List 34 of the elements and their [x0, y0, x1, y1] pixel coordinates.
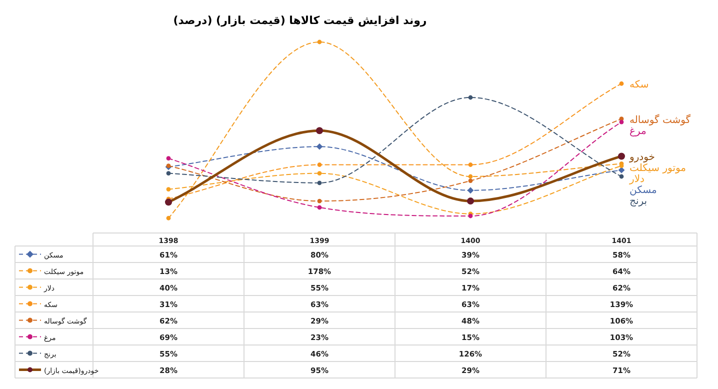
- point: [468, 162, 473, 167]
- annotation: خودرو: [628, 152, 655, 164]
- point: [618, 166, 625, 174]
- point: [317, 205, 322, 210]
- point: [166, 187, 171, 192]
- point: [468, 178, 473, 183]
- point: [317, 198, 322, 204]
- point: [619, 164, 624, 168]
- annotation: دلار: [628, 174, 644, 186]
- point: [166, 216, 171, 220]
- chart-title: روند افزایش قیمت کالاها (قیمت بازار) (درصد): [173, 14, 427, 27]
- point: [619, 120, 624, 124]
- point: [166, 156, 171, 161]
- point: [317, 162, 322, 167]
- point: [468, 95, 473, 100]
- point: [316, 143, 323, 150]
- annotation: گوشت گوساله: [630, 114, 691, 126]
- point: [619, 81, 624, 86]
- point: [468, 174, 473, 179]
- point: [166, 171, 171, 176]
- annotation: موتور سیکلت: [630, 163, 686, 174]
- annotation: مسکن: [630, 185, 657, 196]
- point: [317, 40, 322, 44]
- point: [316, 127, 323, 134]
- point: [467, 198, 474, 205]
- point: [618, 152, 625, 160]
- annotation: برنج: [630, 196, 648, 208]
- point: [619, 174, 624, 179]
- point: [165, 198, 172, 206]
- point: [467, 187, 474, 194]
- point: [317, 171, 322, 176]
- annotation: مرغ: [630, 126, 646, 137]
- annotation: سکه: [630, 80, 649, 91]
- point: [317, 180, 322, 186]
